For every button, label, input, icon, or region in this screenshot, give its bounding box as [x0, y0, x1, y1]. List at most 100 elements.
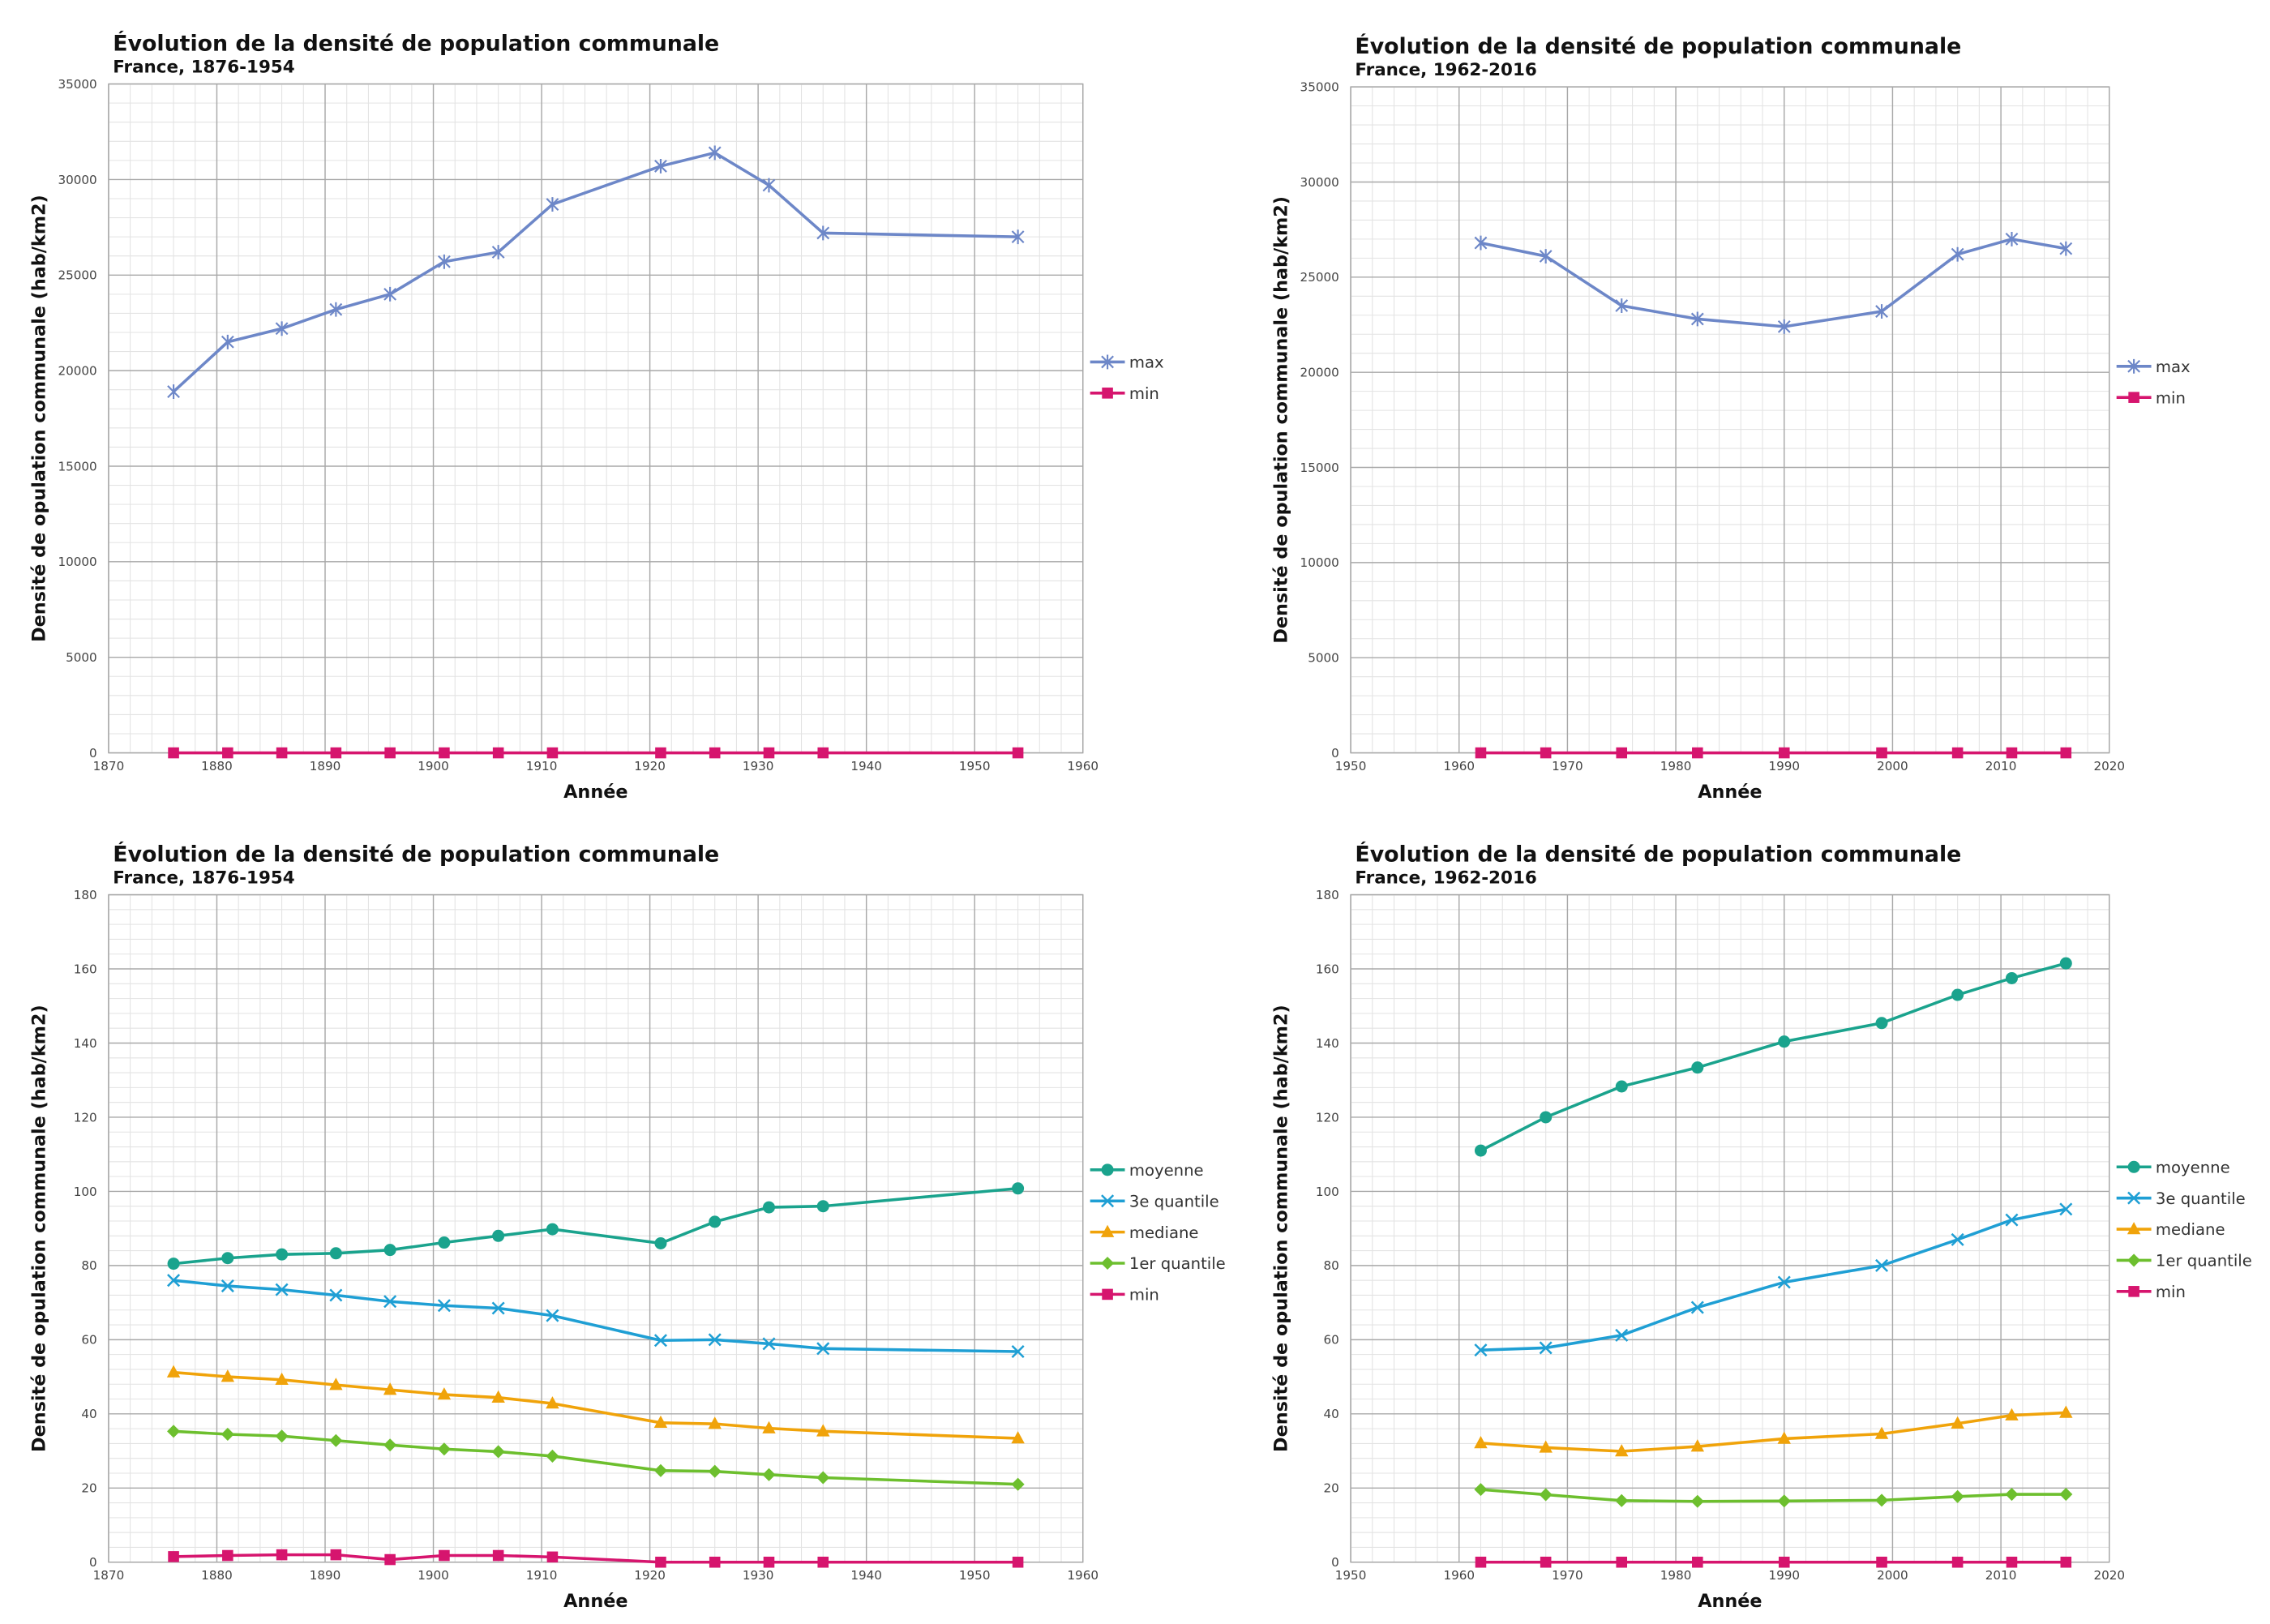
x-tick-label: 1950: [1335, 759, 1367, 773]
marker: [491, 1445, 505, 1459]
marker: [1474, 1144, 1487, 1157]
y-tick-label: 80: [1323, 1258, 1338, 1273]
marker: [275, 1372, 289, 1385]
y-tick-label: 140: [74, 1036, 97, 1051]
marker: [222, 747, 233, 759]
x-tick-label: 1910: [526, 1568, 558, 1583]
y-tick-label: 180: [1316, 888, 1339, 902]
x-tick-label: 1940: [850, 1568, 882, 1583]
legend-label: min: [1129, 1286, 1159, 1305]
x-tick-label: 1910: [526, 759, 558, 773]
y-tick-label: 5000: [1308, 651, 1339, 666]
y-tick-label: 100: [1316, 1185, 1339, 1199]
y-tick-label: 100: [74, 1185, 97, 1199]
y-tick-label: 35000: [1300, 79, 1339, 94]
marker: [1690, 1300, 1704, 1314]
chart-title: Évolution de la densité de population co…: [1355, 841, 1961, 867]
marker: [383, 1244, 396, 1257]
marker: [1540, 747, 1552, 759]
marker: [437, 1299, 451, 1313]
marker: [1951, 988, 1964, 1001]
x-tick-label: 2010: [1985, 1568, 2017, 1583]
marker: [383, 1295, 397, 1309]
marker: [653, 1334, 667, 1348]
marker: [2005, 1408, 2019, 1420]
marker: [2006, 747, 2018, 759]
marker: [655, 747, 666, 759]
x-tick-label: 1970: [1552, 759, 1583, 773]
marker: [437, 1387, 452, 1400]
marker: [221, 1427, 234, 1442]
marker: [1951, 1556, 1964, 1568]
marker: [817, 747, 829, 759]
marker: [438, 1236, 451, 1249]
marker: [384, 1553, 396, 1566]
marker: [1615, 1493, 1629, 1507]
plot-area: [1350, 893, 2110, 1563]
marker: [1475, 1556, 1487, 1568]
plot-area: [108, 83, 1084, 754]
legend-label: min: [1129, 384, 1159, 403]
legend-label: 1er quantile: [1129, 1254, 1226, 1273]
marker: [762, 1201, 775, 1214]
marker: [1615, 1328, 1629, 1342]
y-tick-label: 40: [1323, 1407, 1338, 1421]
marker: [1615, 298, 1629, 313]
marker: [1875, 304, 1888, 319]
marker: [437, 1442, 451, 1456]
marker: [1100, 1224, 1115, 1237]
chart: 1870 1880 1890 1900 1910 1920 1930 1940 1950 1960…: [28, 30, 1163, 802]
marker: [221, 334, 234, 349]
marker: [816, 1342, 830, 1356]
marker: [276, 1248, 289, 1261]
marker: [654, 1236, 667, 1249]
marker: [546, 197, 559, 212]
y-axis-label: Densité de opulation communale (hab/km2): [28, 1005, 49, 1452]
marker: [2006, 1556, 2018, 1568]
x-axis-label: Année: [563, 1591, 627, 1612]
y-tick-label: 60: [81, 1333, 96, 1348]
marker: [762, 1337, 776, 1351]
marker: [2005, 971, 2018, 984]
marker: [2128, 392, 2139, 403]
marker: [276, 1549, 288, 1561]
x-tick-label: 1890: [310, 1568, 341, 1583]
marker: [654, 158, 667, 174]
y-tick-label: 120: [74, 1110, 97, 1125]
legend-label: min: [2156, 1283, 2186, 1301]
marker: [653, 1415, 668, 1429]
marker: [546, 1309, 559, 1322]
marker: [1777, 1275, 1791, 1289]
marker: [1540, 1556, 1552, 1568]
x-tick-label: 1950: [959, 759, 991, 773]
marker: [1101, 354, 1114, 370]
marker: [1876, 747, 1887, 759]
marker: [275, 321, 289, 336]
x-tick-label: 1920: [634, 1568, 666, 1583]
x-tick-label: 2000: [1877, 759, 1908, 773]
marker: [1539, 249, 1553, 264]
legend-label: max: [2156, 358, 2191, 376]
legend-label: max: [1129, 354, 1164, 372]
marker: [1777, 319, 1791, 334]
y-tick-label: 10000: [1300, 555, 1339, 570]
marker: [491, 1390, 505, 1403]
y-tick-label: 30000: [1300, 175, 1339, 190]
y-tick-label: 0: [89, 746, 97, 761]
chart: 1950 1960 1970 1980 1990 2000 2010 2020 0 5000 100…: [1270, 33, 2190, 803]
marker: [1540, 1111, 1553, 1124]
y-tick-label: 20000: [58, 363, 96, 378]
marker: [708, 145, 722, 161]
marker: [546, 1223, 559, 1236]
legend-label: mediane: [2156, 1220, 2225, 1239]
marker: [1539, 1488, 1553, 1502]
y-tick-label: 80: [81, 1258, 96, 1273]
marker: [383, 286, 397, 302]
marker: [816, 1471, 830, 1485]
x-axis-label: Année: [1698, 1591, 1762, 1612]
marker: [492, 1549, 504, 1562]
marker: [1951, 1416, 1964, 1429]
marker: [1876, 1556, 1887, 1568]
